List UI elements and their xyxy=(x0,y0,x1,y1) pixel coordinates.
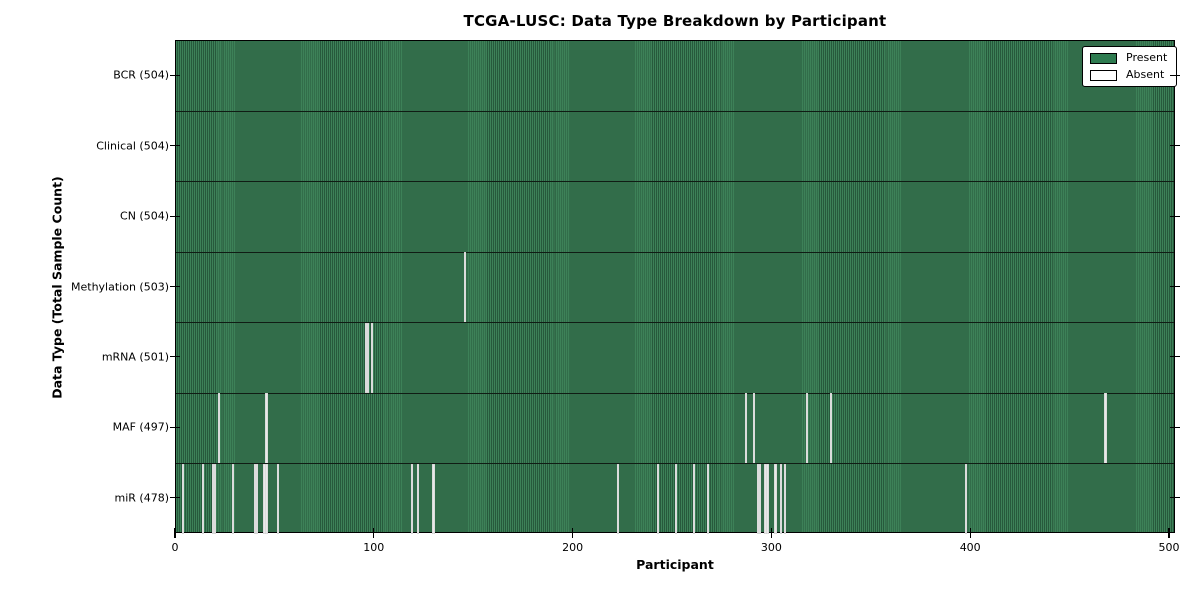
absent-stripe-mir-45 xyxy=(265,463,268,534)
y-tick-label-cn: CN (504) xyxy=(120,209,169,223)
x-tick-label-100: 100 xyxy=(363,541,385,554)
absent-stripe-mir-251 xyxy=(675,463,678,534)
absent-stripe-mir-296 xyxy=(764,463,767,534)
absent-stripe-mir-397 xyxy=(965,463,968,534)
absent-stripe-maf-329 xyxy=(830,393,833,464)
row-divider xyxy=(176,181,1174,183)
y-tick-mark xyxy=(170,145,180,147)
x-axis-label: Participant xyxy=(636,557,714,572)
absent-swatch-icon xyxy=(1090,69,1117,81)
y-tick-mark xyxy=(170,215,180,217)
x-tick-mark xyxy=(1168,528,1170,538)
absent-stripe-mir-267 xyxy=(706,463,709,534)
present-swatch-icon xyxy=(1090,52,1117,64)
y-tick-mark xyxy=(1170,497,1180,499)
x-tick-mark xyxy=(373,528,375,538)
y-tick-mark xyxy=(1170,215,1180,217)
absent-stripe-mir-304 xyxy=(780,463,783,534)
absent-stripe-mir-13 xyxy=(201,463,204,534)
absent-stripe-mir-40 xyxy=(255,463,258,534)
y-tick-mark xyxy=(170,426,180,428)
row-divider xyxy=(176,110,1174,113)
absent-stripe-maf-467 xyxy=(1104,393,1107,464)
absent-stripe-maf-21 xyxy=(217,393,220,464)
y-tick-mark xyxy=(170,74,180,76)
absent-stripe-maf-286 xyxy=(744,393,747,464)
y-tick-label-mrna: mRNA (501) xyxy=(101,350,169,364)
absent-stripe-mir-260 xyxy=(692,463,695,534)
legend-label-absent: Absent xyxy=(1126,68,1165,81)
x-tick-mark xyxy=(174,528,176,538)
legend-label-present: Present xyxy=(1126,51,1168,64)
chart-title: TCGA-LUSC: Data Type Breakdown by Partic… xyxy=(463,12,887,30)
y-tick-mark xyxy=(170,497,180,499)
y-tick-mark xyxy=(1170,356,1180,358)
absent-stripe-methylation-145 xyxy=(464,252,467,323)
y-tick-label-clinical: Clinical (504) xyxy=(96,139,169,153)
legend: Present Absent xyxy=(1082,46,1178,87)
absent-stripe-mir-306 xyxy=(784,463,787,534)
absent-stripe-mir-18 xyxy=(211,463,214,534)
absent-stripe-mrna-98 xyxy=(370,322,373,394)
row-divider xyxy=(176,322,1174,324)
legend-item-present: Present xyxy=(1090,52,1167,64)
x-tick-label-500: 500 xyxy=(1158,541,1180,554)
absent-stripe-mir-51 xyxy=(277,463,280,534)
absent-stripe-mir-121 xyxy=(416,463,419,534)
x-tick-label-200: 200 xyxy=(562,541,584,554)
x-tick-mark xyxy=(770,528,772,538)
plot-area xyxy=(175,40,1175,534)
x-tick-mark xyxy=(969,528,971,538)
absent-stripe-mir-222 xyxy=(617,463,620,534)
y-tick-mark xyxy=(170,285,180,288)
absent-stripe-mrna-96 xyxy=(366,322,369,394)
y-tick-mark xyxy=(1170,145,1180,147)
absent-stripe-maf-45 xyxy=(265,393,268,464)
absent-stripe-mir-301 xyxy=(774,463,777,534)
y-tick-mark xyxy=(1170,74,1180,76)
y-tick-label-maf: MAF (497) xyxy=(112,420,169,434)
legend-item-absent: Absent xyxy=(1090,69,1167,81)
absent-stripe-maf-317 xyxy=(806,393,809,464)
y-tick-label-mir: miR (478) xyxy=(114,491,170,505)
absent-stripe-mir-3 xyxy=(181,463,185,534)
absent-stripe-mir-293 xyxy=(758,463,761,534)
absent-stripe-mir-28 xyxy=(231,463,234,534)
y-tick-label-methylation: Methylation (503) xyxy=(71,280,169,293)
row-divider xyxy=(176,392,1174,394)
absent-stripe-mir-297 xyxy=(766,463,769,534)
absent-stripe-mir-44 xyxy=(263,463,266,534)
row-divider xyxy=(176,251,1174,253)
absent-stripe-maf-290 xyxy=(752,393,755,464)
absent-stripe-mir-292 xyxy=(756,463,759,534)
x-tick-label-0: 0 xyxy=(171,541,179,554)
absent-stripe-mrna-95 xyxy=(364,322,367,394)
x-tick-label-400: 400 xyxy=(959,541,981,554)
x-tick-mark xyxy=(572,528,574,538)
y-tick-mark xyxy=(1170,285,1180,288)
absent-stripe-mir-19 xyxy=(213,463,216,534)
x-tick-label-300: 300 xyxy=(760,541,782,554)
y-tick-label-bcr: BCR (504) xyxy=(113,68,169,82)
absent-stripe-mir-129 xyxy=(432,463,435,534)
absent-stripe-mir-118 xyxy=(410,463,413,534)
absent-stripe-mir-242 xyxy=(657,463,660,534)
absent-stripe-mir-39 xyxy=(253,463,256,534)
y-tick-mark xyxy=(170,356,180,358)
y-tick-mark xyxy=(1170,426,1180,428)
